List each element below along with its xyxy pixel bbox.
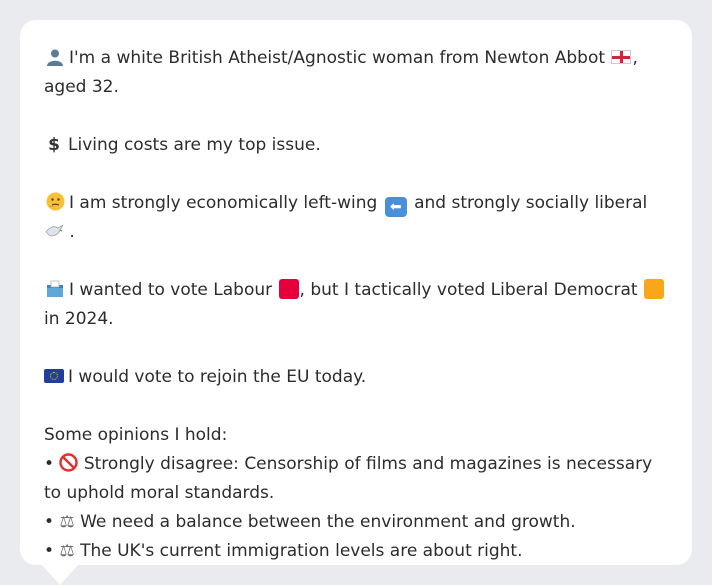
- bullet: •: [44, 512, 55, 532]
- opinion-item: • Strongly disagree: Censorship of films…: [44, 450, 668, 508]
- prohibited-icon: [59, 453, 83, 474]
- eu-text: I would vote to rejoin the EU today.: [68, 367, 367, 387]
- politics-period: .: [69, 222, 75, 242]
- bullet: •: [44, 541, 55, 561]
- politics-paragraph: I am strongly economically left-wing ⬅ a…: [44, 189, 668, 247]
- labour-red-square-icon: [278, 279, 299, 299]
- dollar-icon: $: [48, 135, 60, 155]
- profile-card: I'm a white British Atheist/Agnostic wom…: [20, 20, 692, 565]
- issue-text: Living costs are my top issue.: [68, 135, 321, 155]
- opinion-text: Strongly disagree: Censorship of films a…: [44, 454, 653, 503]
- intro-age-text: , aged 32.: [44, 48, 638, 97]
- dove-icon: [44, 222, 69, 242]
- opinion-text: The UK's current immigration levels are …: [80, 541, 523, 561]
- opinion-text: We need a balance between the environmen…: [80, 512, 576, 532]
- opinion-item: • ⚖ We need a balance between the enviro…: [44, 508, 668, 537]
- vote-text-labour: I wanted to vote Labour: [69, 280, 273, 300]
- vote-text-year: in 2024.: [44, 309, 114, 329]
- vote-text-libdem: , but I tactically voted Liberal Democra…: [299, 280, 638, 300]
- balance-scale-icon: ⚖: [59, 512, 75, 532]
- intro-text: I'm a white British Atheist/Agnostic wom…: [69, 48, 606, 68]
- speech-bubble-tail: [40, 563, 80, 585]
- politics-text-economic: I am strongly economically left-wing: [69, 193, 378, 213]
- vote-paragraph: I wanted to vote Labour , but I tactical…: [44, 276, 668, 334]
- bullet: •: [44, 454, 55, 474]
- libdem-orange-square-icon: [644, 279, 664, 299]
- opinions-heading: Some opinions I hold:: [44, 425, 228, 445]
- issue-paragraph: $ Living costs are my top issue.: [44, 131, 668, 160]
- politics-text-social: and strongly socially liberal: [414, 193, 648, 213]
- opinion-item: • ⚖ The UK's current immigration levels …: [44, 537, 668, 566]
- england-flag-icon: [611, 50, 632, 64]
- balance-scale-icon: ⚖: [59, 541, 75, 561]
- eu-flag-icon: [44, 369, 64, 383]
- intro-paragraph: I'm a white British Atheist/Agnostic wom…: [44, 44, 668, 102]
- eu-paragraph: I would vote to rejoin the EU today.: [44, 363, 668, 392]
- thinking-face-icon: [44, 189, 66, 218]
- person-silhouette-icon: [44, 44, 66, 73]
- left-arrow-icon: ⬅: [384, 197, 407, 217]
- ballot-box-icon: [44, 276, 66, 305]
